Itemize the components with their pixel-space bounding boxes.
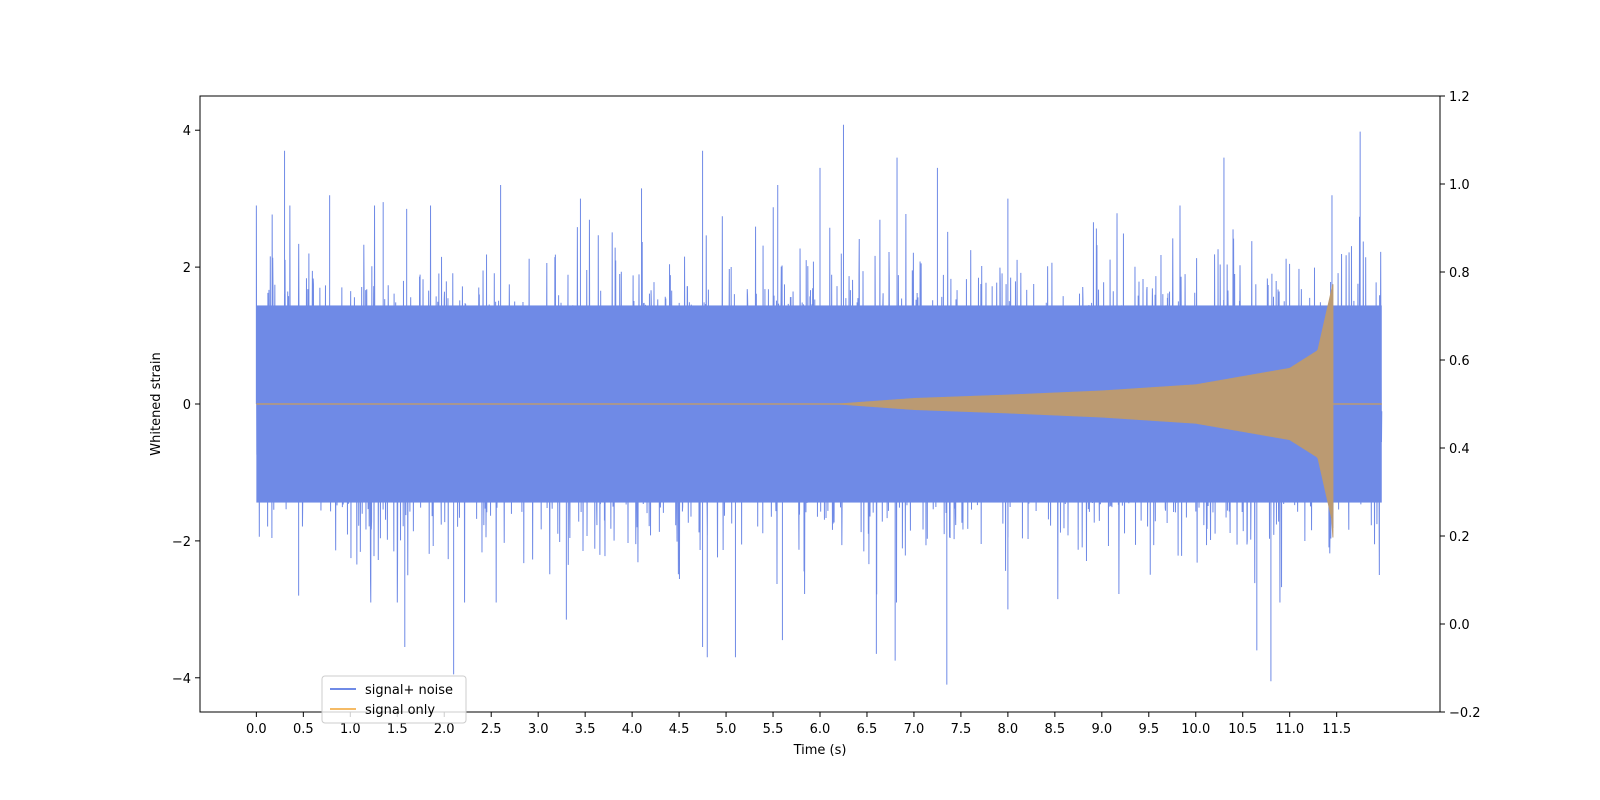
legend-box — [321, 675, 467, 724]
x-tick-label: 9.0 — [1091, 722, 1112, 737]
x-tick-label: 8.0 — [998, 722, 1019, 737]
y-tick-label: 2 — [183, 261, 191, 276]
x-tick-label: 8.5 — [1045, 722, 1066, 737]
y-right-tick-label: 1.0 — [1449, 178, 1470, 193]
x-tick-label: 1.5 — [387, 722, 408, 737]
x-axis-label: Time (s) — [793, 743, 847, 758]
x-tick-label: 1.0 — [340, 722, 361, 737]
y-right-tick-label: 0.0 — [1449, 618, 1470, 633]
y-axis-label: Whitened strain — [149, 352, 164, 455]
series-signal-only-envelope — [838, 284, 1334, 538]
legend-entry: signal only — [365, 703, 435, 718]
x-tick-label: 2.5 — [481, 722, 502, 737]
y-tick-label: −4 — [172, 672, 191, 687]
y-right-tick-label: 0.2 — [1449, 530, 1470, 545]
x-tick-label: 6.5 — [857, 722, 878, 737]
x-axis: 0.0 0.5 1.0 1.5 2.0 2.5 3.0 3.5 4.0 4.5 5.0 5.5 6.0 6… — [246, 712, 1351, 737]
x-tick-label: 3.0 — [528, 722, 549, 737]
x-tick-label: 4.0 — [622, 722, 643, 737]
x-tick-label: 4.5 — [669, 722, 690, 737]
plot-area — [255, 124, 1383, 685]
x-tick-label: 2.0 — [434, 722, 455, 737]
x-tick-label: 9.5 — [1138, 722, 1159, 737]
x-tick-label: 6.0 — [810, 722, 831, 737]
legend-entry: signal+ noise — [365, 683, 453, 698]
y-right-tick-label: 0.8 — [1449, 266, 1470, 281]
x-tick-label: 10.5 — [1228, 722, 1257, 737]
y-tick-label: 0 — [183, 398, 191, 413]
y-right-tick-label: −0.2 — [1449, 706, 1481, 721]
y-right-tick-label: 0.4 — [1449, 442, 1470, 457]
y-axis-right: −0.2 0.0 0.2 0.4 0.6 0.8 1.0 1.2 — [1440, 90, 1481, 721]
x-tick-label: 5.5 — [763, 722, 784, 737]
legend: signal+ noise signal only — [321, 675, 467, 724]
y-tick-label: 4 — [183, 124, 191, 139]
x-tick-label: 11.5 — [1322, 722, 1351, 737]
x-tick-label: 0.0 — [246, 722, 267, 737]
x-tick-label: 7.5 — [951, 722, 972, 737]
y-right-tick-label: 0.6 — [1449, 354, 1470, 369]
x-tick-label: 5.0 — [716, 722, 737, 737]
y-right-tick-label: 1.2 — [1449, 90, 1470, 105]
x-tick-label: 10.0 — [1181, 722, 1210, 737]
x-tick-label: 0.5 — [293, 722, 314, 737]
x-tick-label: 3.5 — [575, 722, 596, 737]
x-tick-label: 11.0 — [1275, 722, 1304, 737]
y-tick-label: −2 — [172, 535, 191, 550]
y-axis-left: −4 −2 0 2 4 — [172, 124, 200, 687]
x-tick-label: 7.0 — [904, 722, 925, 737]
